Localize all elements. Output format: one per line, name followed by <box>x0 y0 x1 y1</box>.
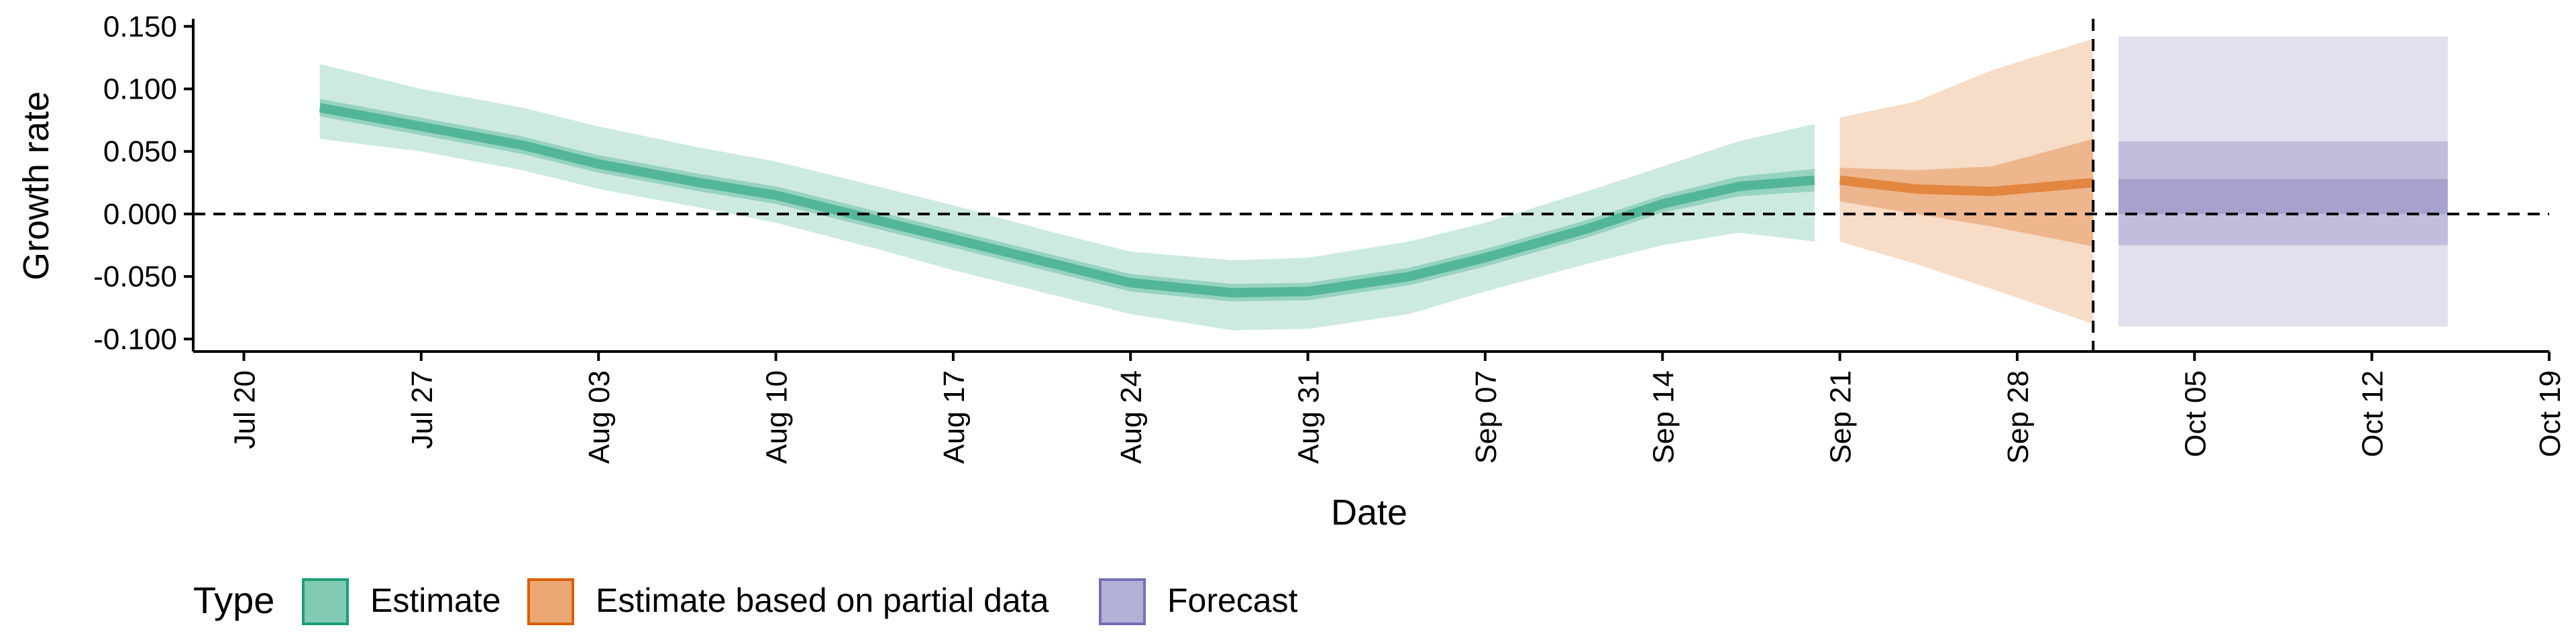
legend-key-estimate-based-on-partial-data <box>527 578 574 625</box>
y-tick-label: 0.050 <box>103 136 177 168</box>
x-tick-label: Jul 27 <box>406 370 439 449</box>
x-tick-label: Jul 20 <box>229 370 262 449</box>
x-tick-label: Sep 28 <box>2002 370 2035 464</box>
x-tick-label: Aug 03 <box>583 370 616 464</box>
legend-key-estimate <box>302 578 349 625</box>
y-axis-title: Growth rate <box>16 91 56 280</box>
x-tick-label: Aug 24 <box>1115 370 1148 464</box>
x-tick-label: Oct 12 <box>2357 370 2390 458</box>
band-90-estimate-based-on-partial-data <box>1839 39 2094 324</box>
x-tick-label: Oct 05 <box>2179 370 2212 458</box>
legend-title: Type <box>193 579 274 621</box>
legend-label-estimate: Estimate <box>370 582 501 619</box>
ribbon-layer <box>319 36 2448 331</box>
legend-label-forecast: Forecast <box>1167 582 1298 619</box>
median-line-estimate <box>319 103 1815 298</box>
x-tick-label: Sep 14 <box>1647 370 1680 464</box>
x-axis-title: Date <box>1331 492 1407 533</box>
reference-lines <box>193 19 2549 352</box>
legend-label-estimate-based-on-partial-data: Estimate based on partial data <box>596 582 1049 619</box>
axes: 0.150 0.100 0.050 0.000 -0.050 -0.100 Jul 20 Ju… <box>16 10 2567 533</box>
x-tick-label: Aug 10 <box>761 370 794 464</box>
y-tick-label: 0.100 <box>103 73 177 106</box>
band-90-forecast <box>2118 36 2448 327</box>
band-inner-forecast <box>2118 178 2448 214</box>
y-tick-label: 0.150 <box>103 10 177 43</box>
median-layer <box>319 103 2094 298</box>
legend-key-forecast <box>1099 578 1146 625</box>
x-tick-label: Sep 07 <box>1470 370 1503 464</box>
x-tick-label: Sep 21 <box>1825 370 1858 464</box>
y-tick-label: 0.000 <box>103 198 177 231</box>
x-tick-label: Aug 31 <box>1293 370 1326 464</box>
median-line-estimate-based-on-partial-data <box>1839 175 2094 197</box>
band-90-estimate <box>319 64 1815 331</box>
band-50-forecast <box>2118 141 2448 246</box>
y-tick-label: -0.100 <box>93 323 177 356</box>
y-tick-label: -0.050 <box>93 260 177 293</box>
band-50-estimate <box>319 99 1815 302</box>
x-tick-label: Aug 17 <box>938 370 971 464</box>
legend: Type Estimate Estimate based on partial da… <box>193 578 1298 625</box>
x-tick-label: Oct 19 <box>2534 370 2567 458</box>
